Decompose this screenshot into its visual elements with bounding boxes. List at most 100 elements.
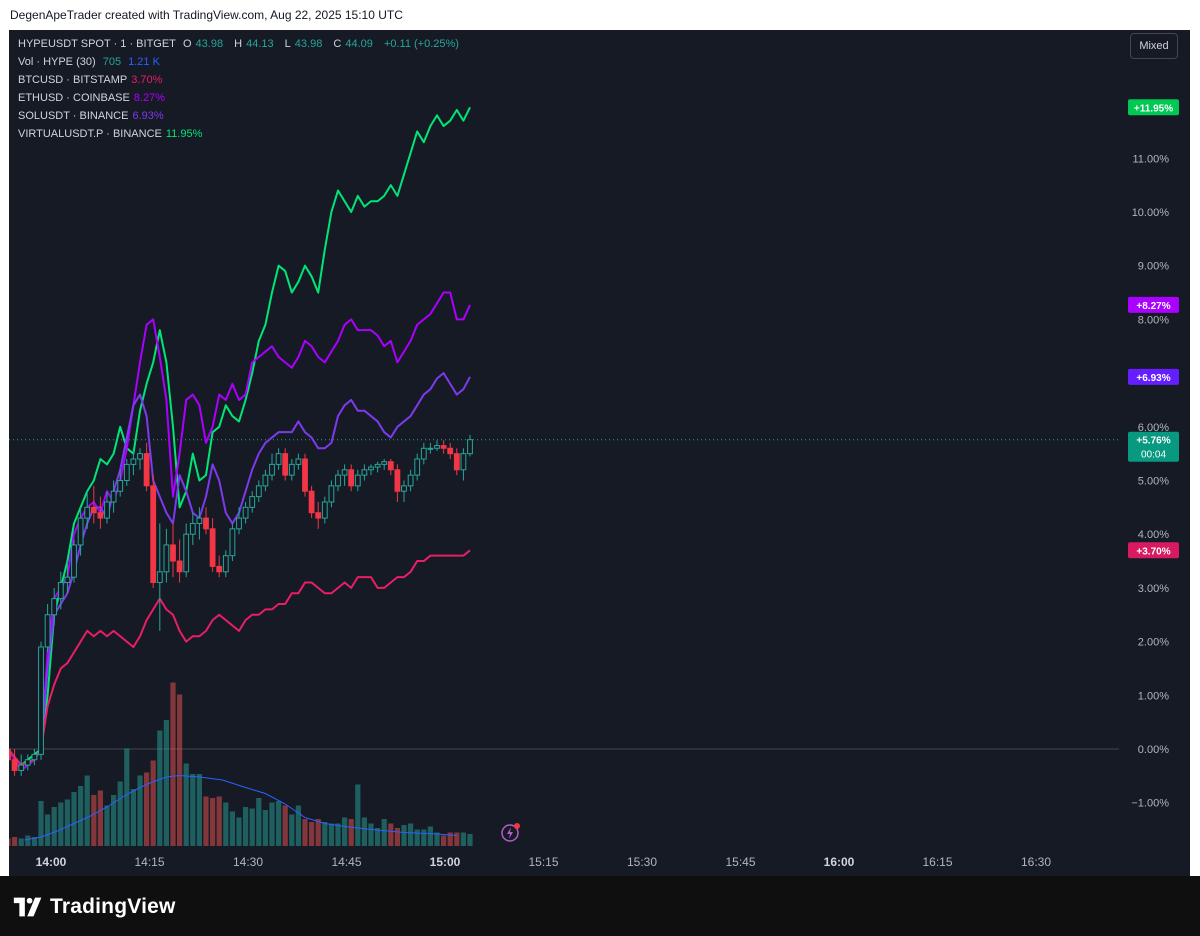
candle (460, 448, 467, 481)
candle-body (401, 485, 407, 492)
candle-body (44, 614, 51, 648)
candle (170, 523, 176, 578)
legend-compare-row[interactable]: SOLUSDT · BINANCE 6.93% (18, 107, 463, 125)
badge-btc-bg (1128, 542, 1179, 559)
candle (24, 754, 31, 771)
badge-eth-bg (1128, 296, 1179, 313)
candle (295, 453, 302, 470)
volume-bar (269, 802, 275, 846)
volume-bar (45, 814, 51, 846)
candle (374, 461, 381, 473)
price-chart[interactable]: 11.00% 10.00% 9.00% 8.00% 6.00% 5.00% 4.00% 3.0… (9, 30, 1190, 876)
candle (71, 539, 77, 583)
candle (434, 440, 440, 451)
candle (183, 523, 190, 578)
candle (216, 555, 223, 578)
candle (282, 448, 289, 481)
volume-bar (249, 808, 255, 846)
y-tick-label: 2.00% (1138, 637, 1169, 649)
volume-bar (177, 694, 183, 846)
legend-volume-row[interactable]: Vol · HYPE (30) 705 1.21 K (18, 53, 463, 71)
candle (302, 453, 308, 497)
volume-bar (71, 792, 77, 846)
candle (203, 507, 209, 535)
tradingview-logo[interactable]: TradingView (12, 894, 176, 920)
legend-compare-row[interactable]: VIRTUALUSDT.P · BINANCE 11.95% (18, 125, 463, 143)
volume-bar (150, 760, 156, 846)
volume-bar (368, 823, 374, 846)
candle-body (123, 463, 130, 482)
candle (64, 561, 71, 594)
compare-series-line (9, 291, 471, 772)
legend-compare-row[interactable]: BTCUSD · BITSTAMP 3.70% (18, 71, 463, 89)
candle-body (374, 463, 381, 468)
volume-ma-line (24, 774, 457, 841)
volume-bar (361, 817, 367, 846)
candle (163, 528, 170, 583)
candle-body (209, 528, 216, 567)
candle-body (71, 544, 77, 578)
candle-body (183, 533, 190, 573)
open-value: 43.98 (195, 38, 224, 50)
y-tick-label: −1.00% (1131, 798, 1169, 810)
candle (11, 749, 18, 776)
candle (150, 475, 157, 588)
compare-value: 6.93% (132, 110, 164, 122)
alert-icon[interactable] (501, 823, 520, 842)
volume-bar (9, 838, 11, 846)
compare-symbol: SOLUSDT · BINANCE (18, 110, 129, 122)
candle-body (104, 501, 110, 519)
legend-main-row[interactable]: HYPEUSDT SPOT · 1 · BITGET O 43.98 H 44.13… (18, 35, 463, 53)
volume-bar (276, 801, 282, 846)
volume-bar (183, 763, 189, 846)
candle-body (275, 453, 282, 465)
volume-bar (467, 834, 473, 846)
y-tick-label: 5.00% (1138, 476, 1169, 488)
chart-panel[interactable]: 11.00% 10.00% 9.00% 8.00% 6.00% 5.00% 4.00% 3.0… (9, 30, 1190, 876)
candle-body (335, 474, 341, 487)
candle-body (236, 517, 242, 530)
candle-body (176, 560, 183, 573)
candle-body (321, 501, 328, 519)
y-tick-label: 3.00% (1138, 583, 1169, 595)
badge-hype-text: +5.76% (1136, 436, 1170, 447)
candle-body (302, 458, 308, 492)
candle-body (387, 461, 394, 471)
volume-bar (460, 832, 466, 846)
volume-bar (295, 805, 301, 846)
candle (269, 453, 275, 481)
close-value: 44.09 (345, 38, 373, 50)
candle (361, 464, 368, 481)
volume-bar (111, 795, 117, 846)
volume-bar (223, 802, 229, 846)
volume-bar (441, 835, 447, 846)
candle-body (90, 506, 97, 514)
candle (156, 523, 163, 631)
candle (368, 464, 374, 476)
candle (130, 448, 137, 476)
candle-body (38, 646, 44, 755)
high-value: 44.13 (246, 38, 274, 50)
candle (143, 442, 150, 492)
volume-bar (64, 799, 70, 846)
candle (18, 754, 25, 776)
tradingview-logo-text: TradingView (50, 895, 176, 918)
volume-bar (454, 832, 460, 846)
x-tick-label: 15:15 (528, 855, 558, 869)
volume-bar (408, 823, 414, 846)
low-label: L (284, 38, 291, 50)
volume-bar (282, 805, 288, 846)
compare-series-layer (9, 106, 471, 772)
low-value: 43.98 (294, 38, 323, 50)
x-tick-label: 16:00 (824, 855, 855, 869)
candle (9, 748, 11, 761)
volume-bar (124, 748, 130, 846)
candle-body (9, 748, 11, 761)
candle-body (51, 598, 58, 616)
candle (229, 523, 236, 562)
scale-mode-button[interactable]: Mixed (1130, 33, 1178, 59)
badge-sol-bg (1128, 368, 1179, 385)
legend-compare-row[interactable]: ETHUSD · COINBASE 8.27% (18, 89, 463, 107)
volume-bar (51, 807, 57, 846)
x-tick-label: 14:45 (331, 855, 361, 869)
